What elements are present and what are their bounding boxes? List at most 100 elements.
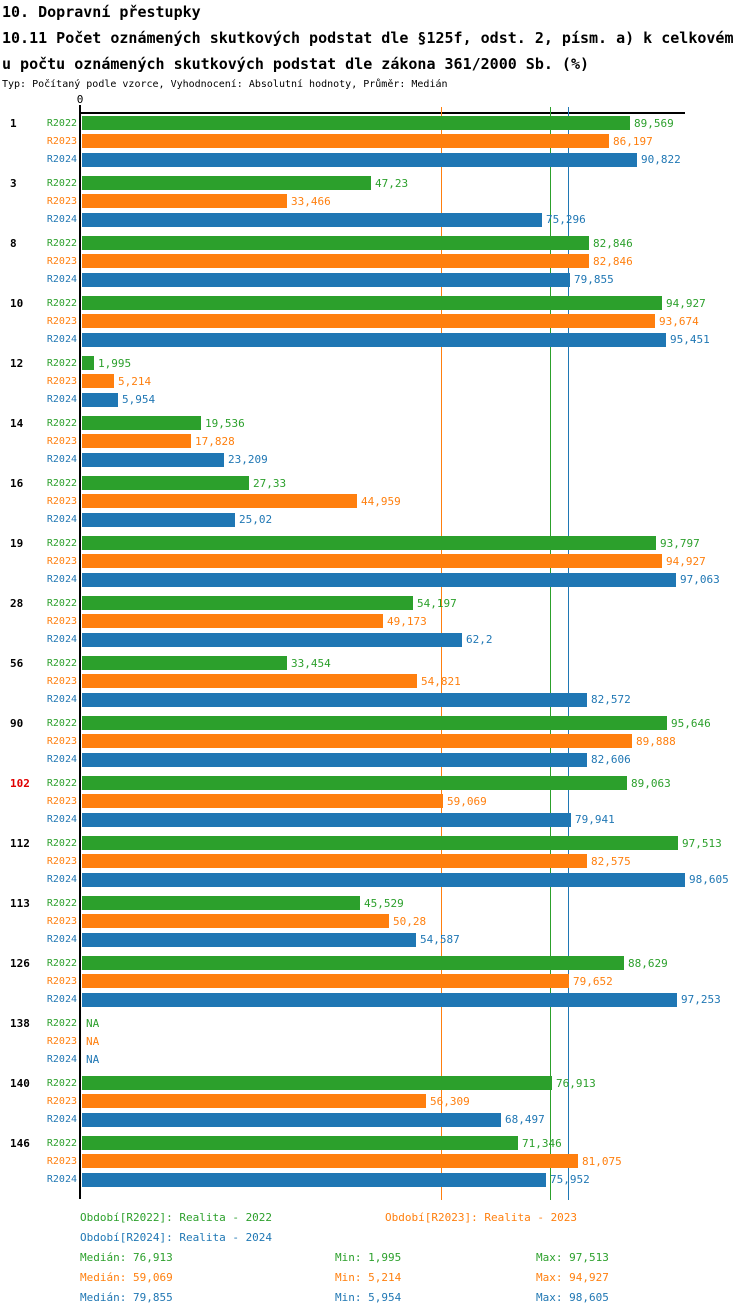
stat-max-r2024: Max: 98,605	[536, 1291, 609, 1304]
bar-row-28-r2024: R2024 62,2	[0, 631, 750, 649]
value-label: 47,23	[375, 176, 409, 190]
bar-r2024-cat-102	[82, 812, 571, 827]
value-label: 33,454	[291, 656, 331, 670]
category-label: 102	[10, 776, 30, 790]
series-label: R2023	[46, 675, 77, 687]
bar-r2022-cat-146	[82, 1136, 518, 1151]
value-label: 79,652	[573, 974, 613, 988]
bar-r2023-cat-140	[82, 1094, 426, 1109]
report-section-title: 10. Dopravní přestupky	[2, 3, 201, 21]
category-label: 90	[10, 716, 24, 730]
value-label: 97,513	[682, 836, 722, 850]
bar-r2022-cat-19	[82, 536, 656, 551]
bar-row-140-r2022: 140 R2022 76,913	[0, 1074, 750, 1092]
bar-row-28-r2022: 28 R2022 54,197	[0, 594, 750, 612]
value-label: 5,954	[122, 393, 156, 407]
series-label: R2022	[46, 657, 77, 669]
value-label: 94,927	[666, 296, 706, 310]
bar-area: 97,063	[82, 572, 720, 587]
category-group-12: 12 R2022 1,995 R2023 5,214 R2024 5,954	[0, 354, 750, 414]
bar-area: 95,451	[82, 332, 710, 347]
bar-area: 75,952	[82, 1172, 590, 1187]
bar-r2023-cat-3	[82, 194, 287, 209]
value-label: 49,173	[387, 614, 427, 628]
bar-r2022-cat-113	[82, 896, 360, 911]
bar-area: 89,888	[82, 734, 676, 749]
bar-r2023-cat-146	[82, 1154, 578, 1169]
bar-area: 79,652	[82, 974, 613, 989]
bar-r2022-cat-8	[82, 236, 589, 251]
bar-row-90-r2024: R2024 82,606	[0, 751, 750, 769]
bar-r2023-cat-90	[82, 734, 632, 749]
bar-r2022-cat-12	[82, 356, 94, 371]
category-label: 146	[10, 1136, 30, 1150]
bar-r2023-cat-12	[82, 374, 114, 389]
bar-row-19-r2024: R2024 97,063	[0, 571, 750, 589]
value-label: 79,855	[574, 273, 614, 287]
bar-area: 76,913	[82, 1076, 596, 1091]
bar-r2023-cat-126	[82, 974, 569, 989]
bar-row-16-r2024: R2024 25,02	[0, 511, 750, 529]
stat-max-r2022: Max: 97,513	[536, 1251, 609, 1264]
category-label: 112	[10, 836, 30, 850]
bar-r2024-cat-112	[82, 872, 685, 887]
category-group-8: 8 R2022 82,846 R2023 82,846 R2024 79,855	[0, 234, 750, 294]
bar-r2024-cat-146	[82, 1172, 546, 1187]
category-group-113: 113 R2022 45,529 R2023 50,28 R2024 54,587	[0, 894, 750, 954]
series-label: R2024	[46, 454, 77, 466]
bar-area: 82,846	[82, 236, 633, 251]
value-label: 98,605	[689, 873, 729, 887]
category-group-126: 126 R2022 88,629 R2023 79,652 R2024 97,253	[0, 954, 750, 1014]
category-group-112: 112 R2022 97,513 R2023 82,575 R2024 98,605	[0, 834, 750, 894]
value-label: 62,2	[466, 633, 493, 647]
value-label: 86,197	[613, 134, 653, 148]
series-label: R2023	[46, 1155, 77, 1167]
series-label: R2024	[46, 394, 77, 406]
bar-area: 86,197	[82, 134, 653, 149]
value-label: 82,846	[593, 254, 633, 268]
bar-r2024-cat-1	[82, 152, 637, 167]
value-label: 76,913	[556, 1076, 596, 1090]
category-label: 28	[10, 596, 24, 610]
bar-area: 79,941	[82, 812, 615, 827]
bar-r2024-cat-126	[82, 992, 677, 1007]
bar-row-126-r2023: R2023 79,652	[0, 972, 750, 990]
series-label: R2023	[46, 1035, 77, 1047]
bar-area: 68,497	[82, 1112, 545, 1127]
category-group-90: 90 R2022 95,646 R2023 89,888 R2024 82,606	[0, 714, 750, 774]
value-label: NA	[86, 1034, 100, 1048]
category-label: 14	[10, 416, 24, 430]
value-label: 82,606	[591, 753, 631, 767]
category-label: 8	[10, 236, 17, 250]
bar-area: 81,075	[82, 1154, 622, 1169]
series-label: R2023	[46, 315, 77, 327]
series-label: R2024	[46, 214, 77, 226]
series-label: R2022	[46, 237, 77, 249]
chart-footer: Období[R2022]: Realita - 2022 Období[R20…	[0, 1207, 750, 1312]
chart-title-line2: u počtu oznámených skutkových podstat dl…	[2, 55, 589, 73]
bar-area: 82,572	[82, 692, 631, 707]
value-label: 17,828	[195, 434, 235, 448]
value-label: 90,822	[641, 153, 681, 167]
series-label: R2024	[46, 574, 77, 586]
category-group-10: 10 R2022 94,927 R2023 93,674 R2024 95,451	[0, 294, 750, 354]
bar-r2023-cat-112	[82, 854, 587, 869]
bar-row-112-r2022: 112 R2022 97,513	[0, 834, 750, 852]
category-group-140: 140 R2022 76,913 R2023 56,309 R2024 68,497	[0, 1074, 750, 1134]
bar-area: 97,513	[82, 836, 722, 851]
bar-row-126-r2022: 126 R2022 88,629	[0, 954, 750, 972]
bar-r2024-cat-10	[82, 332, 666, 347]
value-label: 94,927	[666, 554, 706, 568]
bar-area: 45,529	[82, 896, 404, 911]
category-label: 3	[10, 176, 17, 190]
bar-r2023-cat-28	[82, 614, 383, 629]
bar-row-146-r2024: R2024 75,952	[0, 1171, 750, 1189]
series-label: R2024	[46, 1114, 77, 1126]
series-label: R2022	[46, 297, 77, 309]
bar-row-8-r2023: R2023 82,846	[0, 252, 750, 270]
chart-title-line1: 10.11 Počet oznámených skutkových podsta…	[2, 29, 734, 47]
value-label: 97,063	[680, 573, 720, 587]
bar-row-10-r2023: R2023 93,674	[0, 312, 750, 330]
bar-groups: 1 R2022 89,569 R2023 86,197 R2024 90,822 3 R2022…	[0, 114, 750, 1194]
